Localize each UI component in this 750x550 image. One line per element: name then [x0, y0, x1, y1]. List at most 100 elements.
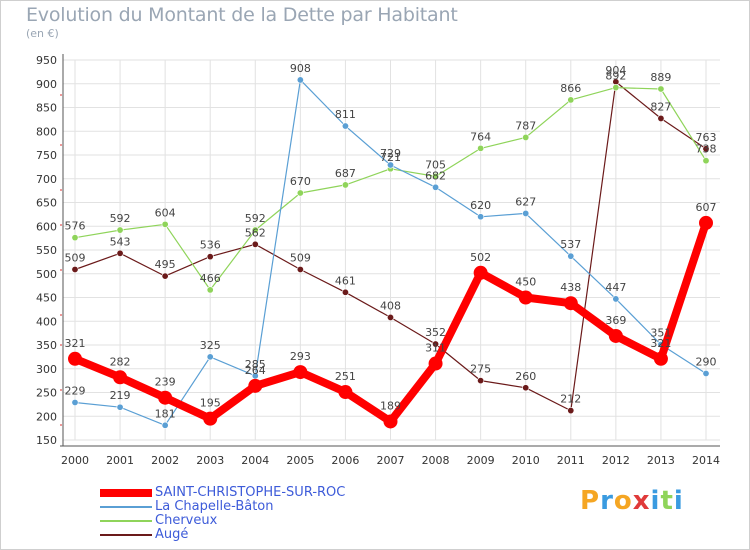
x-tick-label: 2011 [557, 454, 585, 467]
data-label: 229 [65, 384, 86, 397]
data-label: 251 [335, 370, 356, 383]
y-tick-label: 200 [36, 410, 57, 423]
y-tick-label: 250 [36, 387, 57, 400]
data-point [612, 84, 620, 92]
data-point [71, 265, 79, 273]
data-point [161, 272, 169, 280]
data-point [116, 249, 124, 257]
data-point [567, 96, 575, 104]
data-label: 620 [470, 199, 491, 212]
data-point [522, 209, 530, 217]
data-label: 763 [696, 131, 717, 144]
data-point [522, 384, 530, 392]
y-tick-label: 350 [36, 339, 57, 352]
data-point [251, 226, 259, 234]
legend-swatch [100, 520, 152, 522]
data-point [702, 369, 710, 377]
data-label: 369 [605, 314, 626, 327]
data-label: 438 [560, 281, 581, 294]
y-tick-label: 150 [36, 434, 57, 447]
data-point [203, 411, 218, 426]
data-point [657, 85, 665, 93]
data-point [567, 252, 575, 260]
legend-swatch [100, 534, 152, 536]
data-label: 466 [200, 272, 221, 285]
x-tick-label: 2004 [241, 454, 269, 467]
data-label: 282 [110, 355, 131, 368]
data-label: 352 [425, 326, 446, 339]
data-label: 351 [650, 327, 671, 340]
legend: SAINT-CHRISTOPHE-SUR-ROC La Chapelle-Bâto… [100, 486, 345, 542]
legend-label: SAINT-CHRISTOPHE-SUR-ROC [155, 485, 346, 500]
data-point [161, 220, 169, 228]
y-tick-label: 550 [36, 244, 57, 257]
legend-label: Cherveux [155, 513, 218, 528]
data-label: 604 [155, 206, 176, 219]
data-point [341, 181, 349, 189]
data-point [113, 370, 128, 385]
y-tick-label: 450 [36, 292, 57, 305]
axes: 150 200 250 300 350 400 450 500 550 600 650 700 750 8… [36, 54, 720, 467]
data-label: 260 [515, 370, 536, 383]
data-label: 321 [65, 337, 86, 350]
data-label: 892 [605, 70, 626, 83]
data-label: 509 [65, 251, 86, 264]
y-tick-label: 800 [36, 125, 57, 138]
data-label: 239 [155, 376, 176, 389]
data-point [473, 265, 488, 280]
x-tick-label: 2007 [377, 454, 405, 467]
data-point [296, 76, 304, 84]
data-point [296, 189, 304, 197]
x-tick-label: 2012 [602, 454, 630, 467]
y-tick-label: 850 [36, 102, 57, 115]
data-point [206, 286, 214, 294]
data-point [563, 296, 578, 311]
grid [63, 59, 720, 441]
data-label: 576 [65, 220, 86, 233]
data-label: 509 [290, 251, 311, 264]
data-point [116, 226, 124, 234]
y-tick-label: 300 [36, 363, 57, 376]
data-point [206, 353, 214, 361]
legend-item: La Chapelle-Bâton [100, 500, 345, 514]
data-point [477, 377, 485, 385]
data-point [158, 390, 173, 405]
data-point [477, 213, 485, 221]
data-label: 827 [650, 100, 671, 113]
data-label: 738 [696, 143, 717, 156]
data-point [518, 290, 533, 305]
data-point [567, 407, 575, 415]
data-point [432, 340, 440, 348]
y-tick-label: 500 [36, 268, 57, 281]
data-point [702, 157, 710, 165]
x-tick-label: 2000 [61, 454, 89, 467]
data-point [341, 288, 349, 296]
data-point [71, 234, 79, 242]
data-label: 537 [560, 238, 581, 251]
data-label: 764 [470, 130, 491, 143]
data-label: 670 [290, 175, 311, 188]
data-label: 461 [335, 274, 356, 287]
data-label: 212 [560, 393, 581, 406]
data-point [612, 295, 620, 303]
data-label: 536 [200, 239, 221, 252]
data-label: 290 [696, 356, 717, 369]
x-tick-label: 2008 [422, 454, 450, 467]
data-point [432, 183, 440, 191]
x-tick-label: 2006 [331, 454, 359, 467]
x-tick-label: 2013 [647, 454, 675, 467]
data-label: 687 [335, 167, 356, 180]
data-label: 502 [470, 251, 491, 264]
data-point [477, 144, 485, 152]
chart-subtitle: (en €) [26, 27, 59, 40]
data-label: 495 [155, 258, 176, 271]
data-label: 311 [425, 342, 446, 355]
data-label: 811 [335, 108, 356, 121]
data-label: 181 [155, 407, 176, 420]
data-point [296, 265, 304, 273]
legend-label: Augé [155, 527, 189, 542]
data-label: 627 [515, 195, 536, 208]
data-point [383, 414, 398, 429]
legend-item: SAINT-CHRISTOPHE-SUR-ROC [100, 486, 345, 500]
y-tick-label: 600 [36, 220, 57, 233]
